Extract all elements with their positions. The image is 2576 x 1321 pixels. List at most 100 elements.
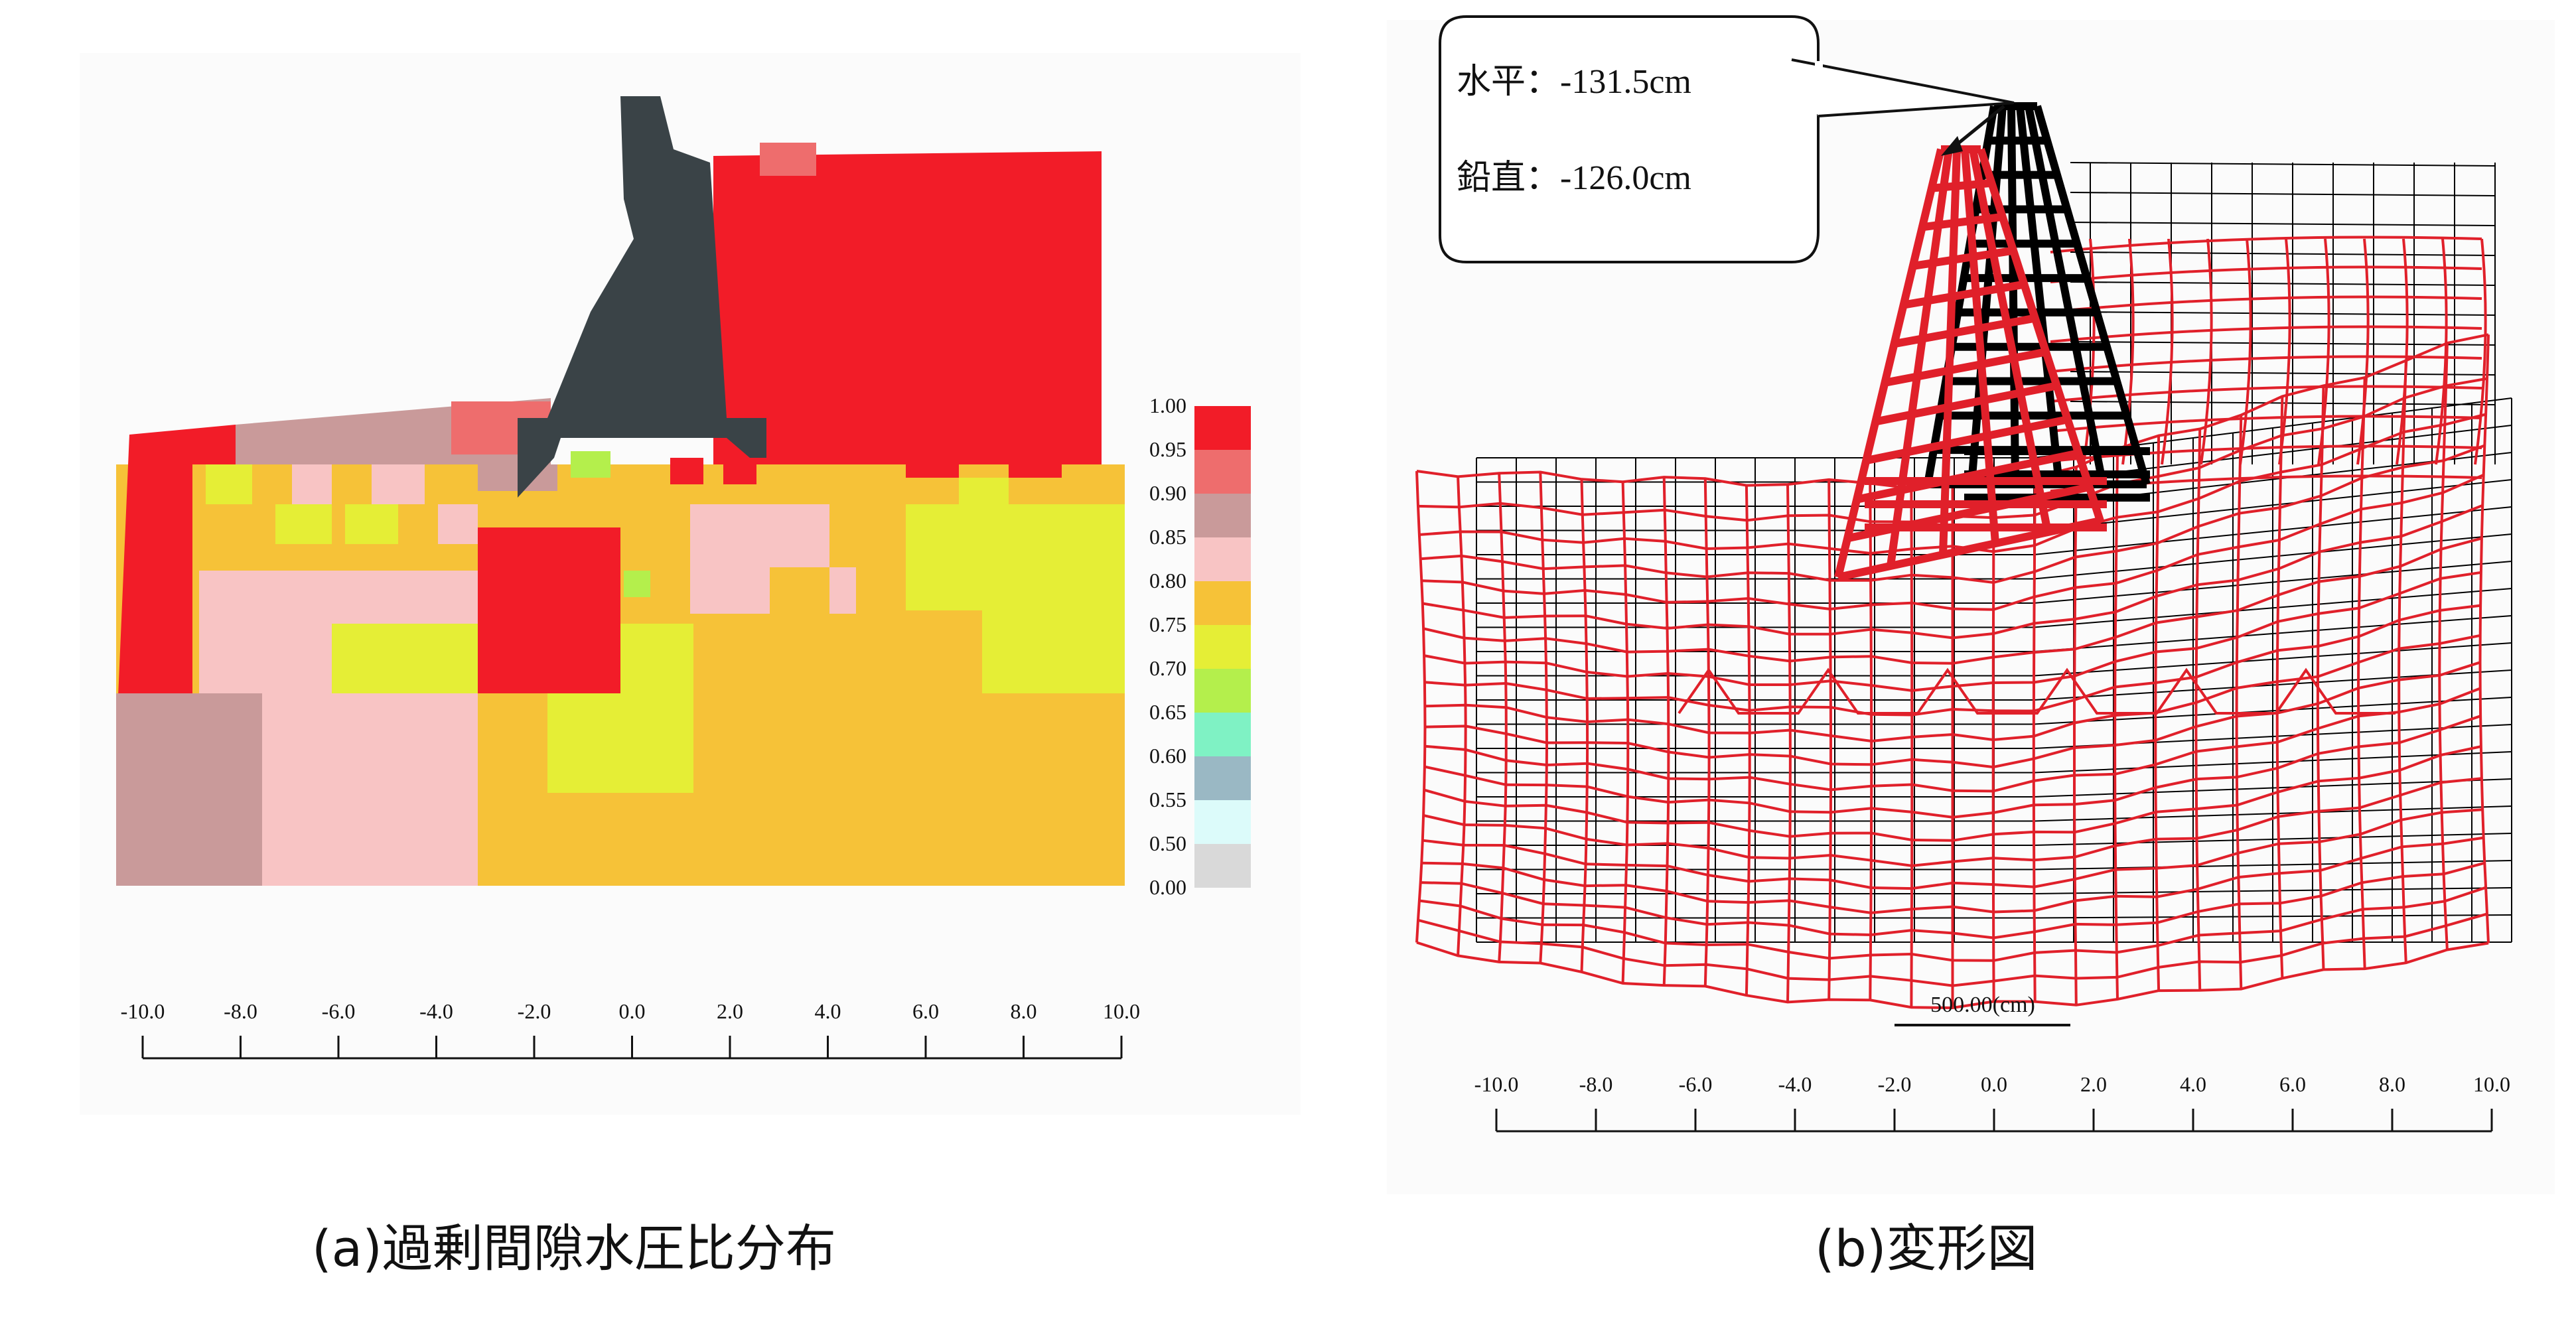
mesh-column: [1498, 473, 1508, 963]
region-pink-strip: [332, 693, 398, 773]
axis-tick-label: -10.0: [121, 999, 165, 1023]
mesh-column: [1991, 480, 1995, 1002]
axis-tick-label: -4.0: [419, 999, 453, 1023]
backfill-row: [2070, 162, 2496, 167]
mesh-column: [1786, 484, 1792, 1003]
legend-label: 0.95: [1149, 437, 1186, 461]
dam-mesh-column: [2033, 105, 2151, 486]
axis-tick-label: 10.0: [2473, 1072, 2510, 1096]
dam-mesh-column: [1969, 148, 2052, 533]
dam-mesh-column: [2025, 105, 2107, 486]
deformed-backfill-row: [2050, 295, 2482, 313]
deformed-backfill-column: [2317, 238, 2330, 465]
deformed-backfill-column: [2161, 238, 2174, 465]
backfill-row: [2070, 222, 2496, 226]
mesh-column: [1415, 470, 1427, 943]
mesh-column: [2032, 477, 2037, 1002]
legend-swatch: [1194, 537, 1251, 581]
dam-mesh-row: [1855, 449, 2080, 504]
mesh-column: [2194, 429, 2202, 991]
mesh-column: [2356, 378, 2366, 969]
deformed-backfill-column: [2278, 238, 2291, 465]
dam-mesh-row: [1893, 314, 2036, 348]
legend-label: 0.70: [1149, 656, 1186, 680]
axis-tick-label: 4.0: [2180, 1072, 2206, 1096]
mesh-column: [1827, 479, 1832, 1000]
axis-tick-label: 10.0: [1103, 999, 1140, 1023]
dam-mesh-row: [1865, 415, 2069, 464]
axis-tick-label: 8.0: [2379, 1072, 2405, 1096]
region-yellow-mid: [547, 693, 693, 793]
callout-vertical: 鉛直：-126.0cm: [1457, 159, 1691, 197]
region-yellow-left: [332, 624, 478, 693]
backfill-row: [2070, 281, 2496, 286]
callout-bubble: [1439, 15, 1820, 263]
dam-mesh-column: [1939, 149, 1961, 555]
mesh-column: [2438, 343, 2449, 950]
backfill-row: [2070, 251, 2496, 256]
caption-a: (a)過剰間隙水圧比分布: [312, 1219, 836, 1278]
region-pink-bottom: [262, 773, 478, 886]
axis-tick-label: -4.0: [1778, 1072, 1812, 1096]
dam-mesh-column: [1977, 148, 2104, 522]
dam-mesh-row: [1884, 348, 2047, 387]
axis-tick-label: 6.0: [912, 999, 939, 1023]
legend-swatch: [1194, 844, 1251, 888]
legend-label: 0.90: [1149, 481, 1186, 505]
axis-b: -10.0 -8.0 -6.0 -4.0 -2.0 0.0 2.0 4.0 6.0 8.0 10.0: [1474, 1072, 2510, 1133]
axis-tick-label: -8.0: [224, 999, 257, 1023]
region-yellow-mid-top: [620, 624, 693, 693]
mesh-column: [2154, 435, 2161, 991]
mesh-column: [1662, 477, 1670, 986]
backfill-row: [2070, 311, 2496, 316]
deformed-mesh: [1415, 236, 2490, 1010]
pore-pressure-map: 1.00 0.95 0.90 0.85 0.80 0.75 0.70 0.65 0.60 0.55…: [116, 96, 1251, 1060]
mesh-column: [2316, 385, 2325, 970]
legend-swatch: [1194, 756, 1251, 800]
legend-swatch: [1194, 450, 1251, 494]
deformed-backfill-column: [2239, 238, 2252, 465]
region-red-block: [478, 527, 620, 693]
displacement-arrow-head: [1941, 136, 1963, 156]
mesh-column: [1869, 483, 1873, 1001]
deformation-mesh: 水平：-131.5cm 鉛直：-126.0cm 500.00(cm) -10.0…: [1415, 15, 2512, 1133]
mesh-column: [2478, 334, 2490, 943]
axis-tick-label: -8.0: [1579, 1072, 1613, 1096]
axis-tick-label: 6.0: [2279, 1072, 2306, 1096]
deformed-backfill-row: [2050, 236, 2482, 253]
deformed-backfill-row: [2050, 385, 2482, 403]
callout-pointer: [1791, 58, 2015, 117]
mesh-column: [1745, 485, 1751, 996]
deformed-backfill-row: [2050, 445, 2482, 462]
region-backfill-red: [713, 151, 1102, 464]
deformed-backfill-column: [2474, 238, 2487, 465]
callout-joint-mask: [1815, 61, 1823, 114]
legend-label: 0.80: [1149, 569, 1186, 592]
deformed-dam-mesh: [1834, 145, 2107, 581]
axis-tick-label: 8.0: [1011, 999, 1037, 1023]
dam-mesh-row: [1875, 382, 2058, 426]
mesh-column: [1539, 472, 1549, 963]
axis-tick-label: 2.0: [2080, 1072, 2107, 1096]
axis-tick-label: -6.0: [1679, 1072, 1713, 1096]
deformed-backfill-column: [2356, 238, 2370, 465]
legend-swatch: [1194, 800, 1251, 844]
legend-label: 0.65: [1149, 700, 1186, 724]
mesh-column: [2113, 449, 2119, 1000]
region-left-red: [116, 425, 236, 743]
backfill-row: [2070, 371, 2496, 376]
mesh-column: [1621, 482, 1630, 984]
mesh-column: [2235, 415, 2243, 989]
deformed-interface: [1678, 667, 2396, 715]
region-backfill-patch: [760, 143, 816, 176]
backfill-row: [2070, 192, 2496, 196]
scale-bar-label: 500.00(cm): [1930, 993, 2035, 1017]
axis-tick-label: -2.0: [1878, 1072, 1912, 1096]
legend-label: 1.00: [1149, 393, 1186, 417]
axis-tick-label: 0.0: [619, 999, 646, 1023]
dam-body: [518, 96, 766, 498]
legend-label: 0.55: [1149, 788, 1186, 811]
deformed-backfill-column: [2121, 238, 2135, 465]
dam-mesh-column: [1968, 105, 2007, 485]
mesh-column: [2397, 360, 2407, 963]
